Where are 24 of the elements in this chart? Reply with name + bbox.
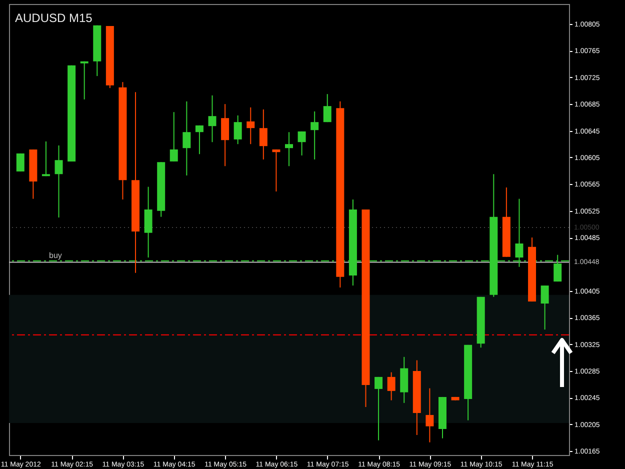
candlestick <box>16 152 24 172</box>
candlestick <box>310 110 319 160</box>
candlestick <box>234 114 242 145</box>
candlestick <box>387 372 396 401</box>
text: AUDUSD M15 <box>15 11 93 25</box>
candlestick <box>285 132 293 167</box>
candlestick <box>272 148 280 192</box>
candlestick <box>195 124 204 155</box>
candlestick <box>323 94 332 123</box>
candlestick <box>221 104 230 167</box>
candlestick <box>144 186 152 258</box>
candlestick <box>182 100 191 176</box>
candlestick <box>298 130 306 156</box>
ref-line-label: buy <box>49 250 62 260</box>
candlestick <box>170 112 178 162</box>
candlestick <box>54 144 63 218</box>
candlestick <box>80 60 88 100</box>
candlestick <box>374 376 383 441</box>
candlestick <box>208 94 216 143</box>
candlestick <box>42 140 50 177</box>
candlestick <box>540 285 549 330</box>
candlestick <box>259 108 268 160</box>
candlestick <box>246 106 255 145</box>
candlestick <box>426 388 434 443</box>
